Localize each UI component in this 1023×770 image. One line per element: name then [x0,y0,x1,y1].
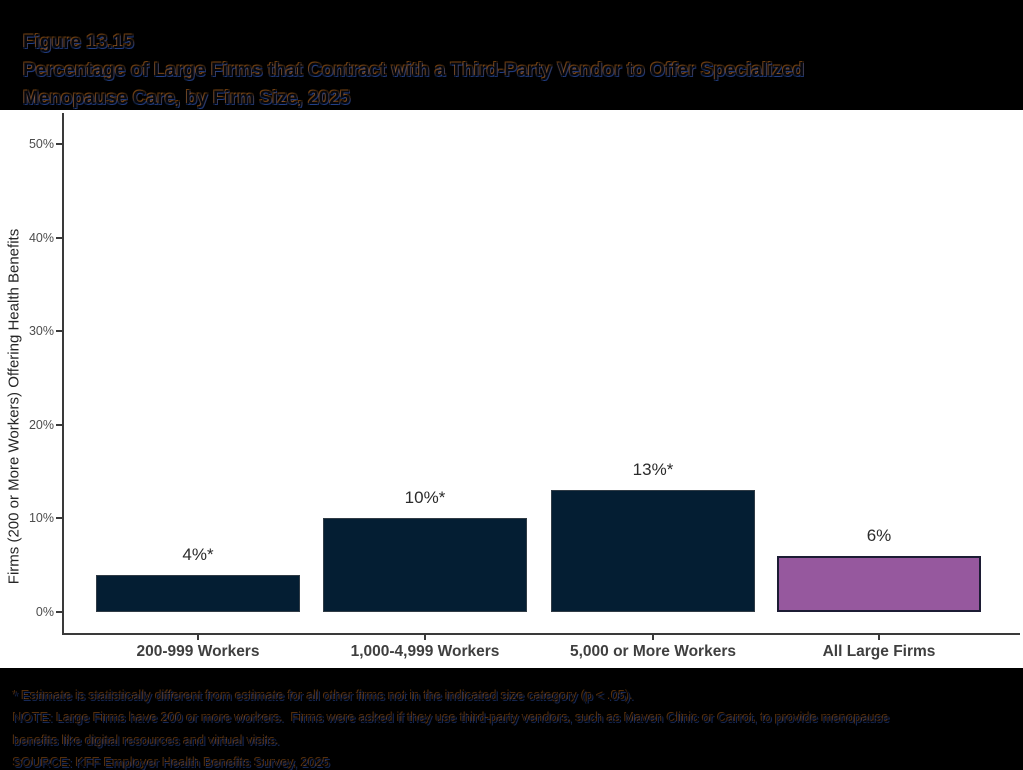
x-axis-tick [197,633,199,640]
bar-value-label: 10%* [404,488,446,507]
y-axis-line [62,113,64,633]
chart-footnotes: * Estimate is statistically different fr… [0,668,1023,770]
y-axis-tick-label: 20% [28,417,54,432]
y-axis-title: Firms (200 or More Workers) Offering Hea… [5,228,23,585]
x-axis-tick [652,633,654,640]
footnote-note-line1: NOTE: Large Firms have 200 or more worke… [13,710,890,726]
category-label: 200-999 Workers [136,643,260,660]
y-axis-tick-label: 50% [28,137,54,151]
category-label: 5,000 or More Workers [570,643,736,660]
y-axis-tick [56,517,62,520]
bar-200-999-workers [96,575,300,612]
bar-value-label: 13%* [632,460,674,479]
footnote-source: SOURCE: KFF Employer Health Benefits Sur… [13,755,330,770]
y-axis-tick-label: 30% [28,324,54,339]
y-axis-tick [56,423,62,426]
bar-1-000-4-999-workers [323,518,527,612]
chart-header: Figure 13.15 Percentage of Large Firms t… [0,0,1023,110]
figure-number: Figure 13.15 [23,32,134,53]
y-axis-tick [56,236,62,239]
chart-panel: Firms (200 or More Workers) Offering Hea… [0,110,1023,668]
x-axis-tick [424,633,426,640]
y-axis-tick [56,143,62,145]
bar-all-large-firms [777,556,981,612]
category-label: 1,000-4,999 Workers [350,643,500,660]
bar-value-label: 4%* [182,545,214,564]
y-axis-tick [56,330,62,333]
y-axis-tick-label: 10% [28,511,54,526]
x-axis-line [62,633,1020,635]
category-label: All Large Firms [822,643,936,660]
x-axis-tick [878,633,880,640]
bar-5-000-or-more-workers [551,490,755,612]
chart-title-line2: Menopause Care, by Firm Size, 2025 [23,88,351,109]
y-axis-tick-label: 0% [35,605,54,619]
chart-title-line1: Percentage of Large Firms that Contract … [23,60,805,81]
y-axis-tick-label: 40% [28,230,54,245]
footnote-significance: * Estimate is statistically different fr… [13,688,634,703]
y-axis-tick [56,611,62,613]
footnote-note-line2: benefits like digital resources and virt… [13,732,280,748]
bar-value-label: 6% [866,526,892,545]
